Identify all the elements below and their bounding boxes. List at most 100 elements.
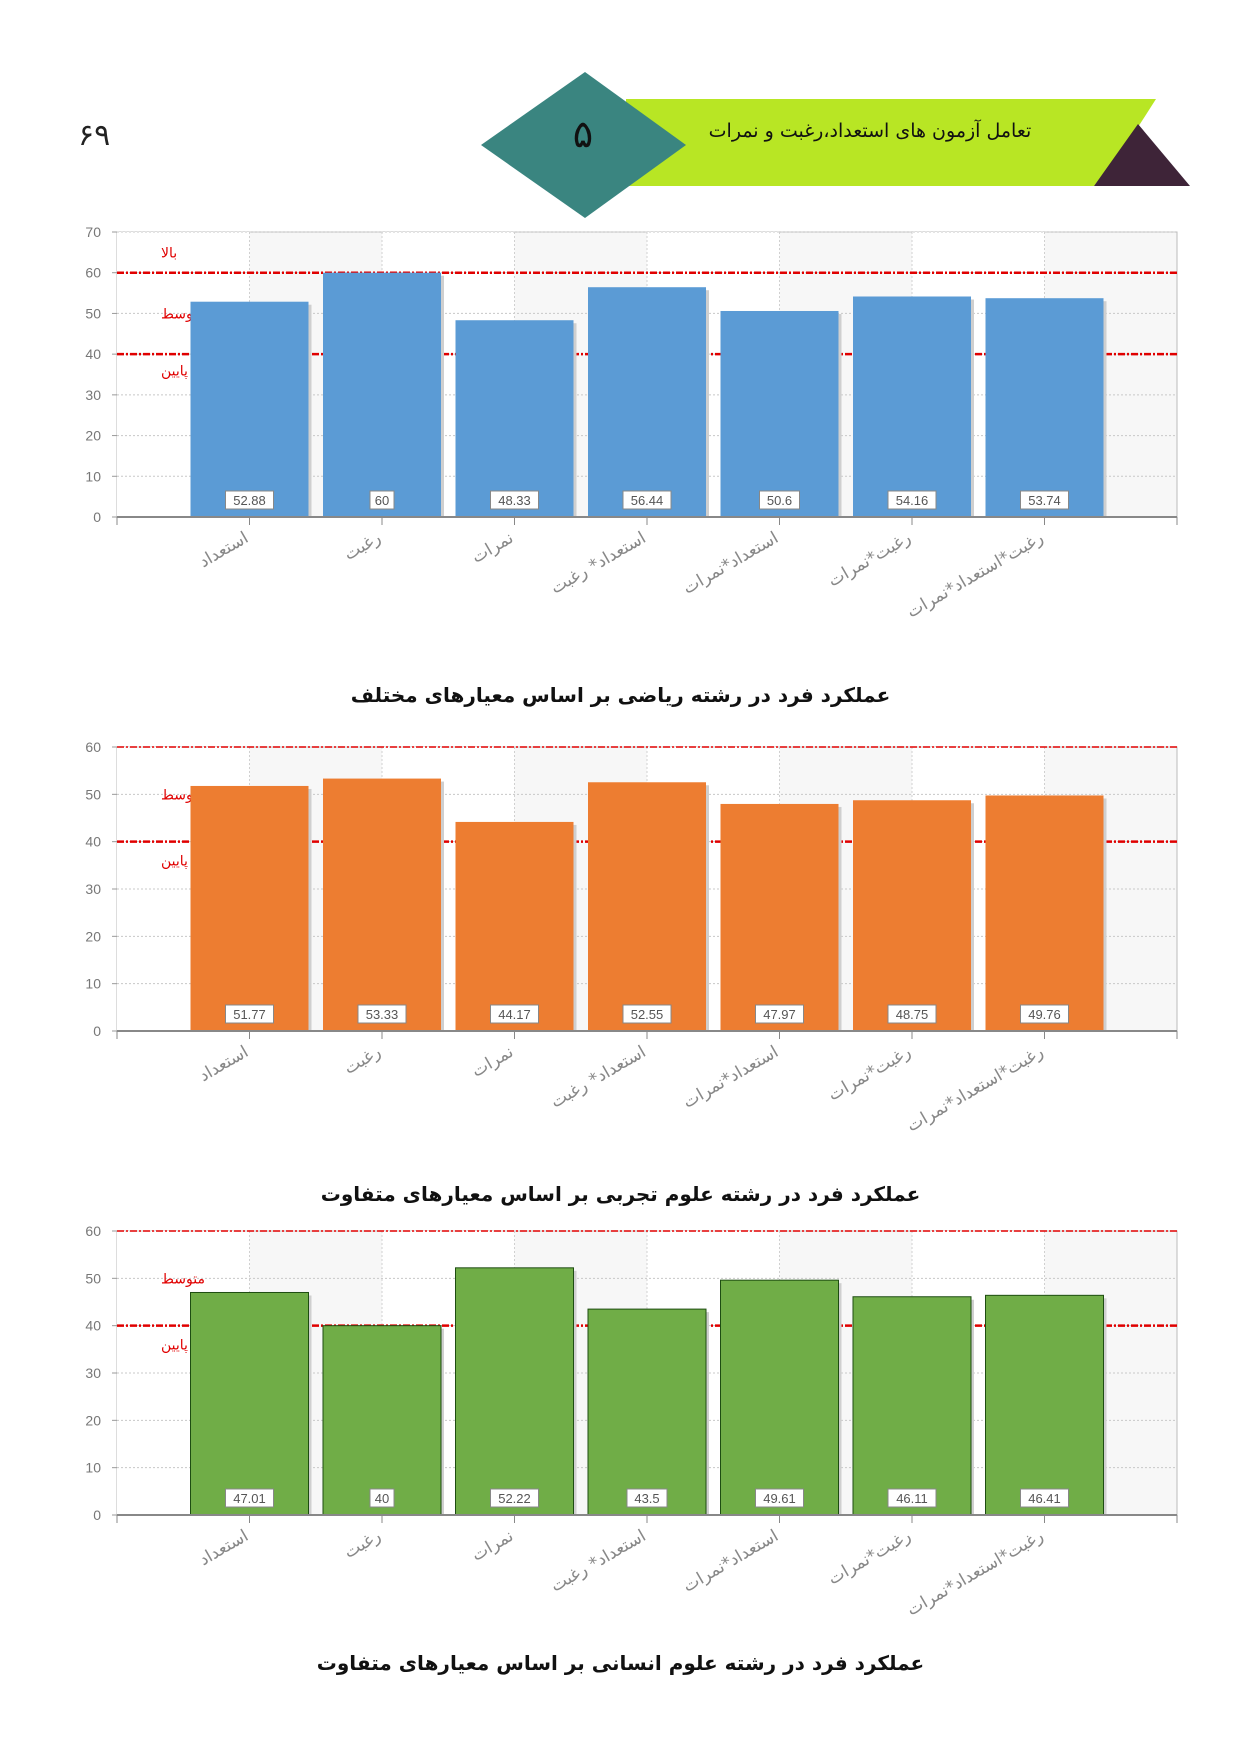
- bar: [455, 1267, 574, 1516]
- data-label-box: [755, 1004, 804, 1024]
- y-tick-label: 60: [85, 265, 101, 281]
- data-label: 48.33: [498, 493, 531, 508]
- data-label: 51.77: [233, 1007, 266, 1022]
- bar: [985, 1294, 1104, 1516]
- data-label: 53.74: [1028, 493, 1061, 508]
- x-tick-label: نمرات: [468, 1042, 517, 1082]
- data-label: 49.76: [1028, 1007, 1061, 1022]
- data-label-box: [357, 1004, 407, 1024]
- x-tick-label: رغبت: [341, 1042, 385, 1079]
- data-label-box: [369, 490, 395, 510]
- y-tick-label: 20: [85, 1412, 101, 1428]
- chapter-header: ۵ تعامل آزمون های استعداد،رغبت و نمرات: [0, 0, 1241, 230]
- chart-science: 0102030405060متوسطپایین51.77استعداد53.33…: [85, 739, 1178, 1136]
- y-tick-label: 50: [85, 786, 101, 802]
- y-tick-label: 30: [85, 881, 101, 897]
- data-label: 48.75: [896, 1007, 929, 1022]
- y-tick-label: 0: [93, 509, 101, 525]
- x-tick-label: رغبت*نمرات: [825, 1042, 915, 1105]
- x-tick-label: استعداد* رغبت: [547, 1042, 649, 1112]
- x-tick-label: رغبت*استعداد*نمرات: [904, 1526, 1047, 1620]
- chart-humanities: 0 10 20 30 40 50 60 متوسط پایین 47.01 استعداد 40 رغب…: [85, 1223, 1178, 1620]
- bar: [853, 800, 971, 1031]
- data-label-box: [490, 1488, 539, 1508]
- x-tick-label: استعداد*نمرات: [680, 1526, 782, 1597]
- chapter-title: تعامل آزمون های استعداد،رغبت و نمرات: [708, 120, 1032, 142]
- x-tick-label: نمرات: [468, 528, 517, 568]
- bar: [455, 821, 574, 1031]
- bar: [985, 298, 1104, 517]
- header-banner: [481, 72, 1190, 218]
- x-tick-label: نمرات: [468, 1526, 517, 1566]
- data-label-box: [225, 1488, 274, 1508]
- data-label-box: [759, 490, 800, 510]
- bar: [985, 795, 1104, 1031]
- bar: [190, 785, 309, 1031]
- data-label: 60: [375, 493, 389, 508]
- x-tick-label: رغبت: [341, 528, 385, 565]
- bar: [322, 1325, 442, 1516]
- data-label: 50.6: [767, 493, 792, 508]
- y-tick-label: 70: [85, 224, 101, 240]
- data-label-box: [755, 1488, 804, 1508]
- data-label: 47.01: [233, 1491, 266, 1506]
- x-tick-label: استعداد: [196, 1526, 252, 1570]
- bar: [587, 1308, 707, 1516]
- y-tick-label: 10: [85, 976, 101, 992]
- bar: [720, 803, 839, 1031]
- bar: [853, 296, 971, 517]
- page-number: ۶۹: [78, 118, 111, 153]
- y-tick-label: 0: [93, 1023, 101, 1039]
- data-label: 52.55: [631, 1007, 664, 1022]
- bar: [720, 310, 839, 517]
- data-label-box: [369, 1488, 395, 1508]
- data-label: 52.22: [498, 1491, 531, 1506]
- bar: [323, 778, 441, 1031]
- data-label: 47.97: [763, 1007, 796, 1022]
- data-label: 52.88: [233, 493, 266, 508]
- y-tick-label: 60: [85, 739, 101, 755]
- x-tick-label: استعداد* رغبت: [547, 528, 649, 598]
- header-teal-diamond: [481, 72, 686, 218]
- x-tick-label: استعداد* رغبت: [547, 1526, 649, 1596]
- data-label-box: [490, 490, 539, 510]
- chart-math: 010203040506070بالامتوسطپایین52.88استعدا…: [85, 224, 1178, 622]
- zone-label: متوسط: [161, 1271, 205, 1287]
- header-green-band: [626, 99, 1156, 186]
- y-tick-label: 50: [85, 305, 101, 321]
- bar: [720, 1279, 839, 1516]
- data-label-box: [887, 1488, 937, 1508]
- x-tick-label: رغبت: [341, 1526, 385, 1563]
- chart-title-humanities: عملکرد فرد در رشته علوم انسانی بر اساس م…: [316, 1651, 925, 1675]
- zone-label: پایین: [161, 1338, 188, 1354]
- data-label: 56.44: [631, 493, 664, 508]
- x-tick-label: رغبت*نمرات: [825, 528, 915, 591]
- chart-title-science: عملکرد فرد در رشته علوم تجربی بر اساس مع…: [320, 1182, 921, 1206]
- y-tick-label: 60: [85, 1223, 101, 1239]
- bar: [455, 320, 574, 517]
- x-tick-label: استعداد: [196, 528, 252, 572]
- chapter-number: ۵: [572, 112, 594, 156]
- x-tick-label: استعداد: [196, 1042, 252, 1086]
- x-tick-label: رغبت*استعداد*نمرات: [904, 1042, 1047, 1136]
- bar: [588, 782, 706, 1031]
- data-label-box: [1020, 490, 1069, 510]
- data-label-box: [887, 490, 937, 510]
- y-tick-label: 40: [85, 346, 101, 362]
- y-tick-label: 20: [85, 428, 101, 444]
- data-label-box: [225, 1004, 274, 1024]
- bar: [852, 1296, 972, 1516]
- data-label-box: [622, 490, 672, 510]
- data-label-box: [1020, 1488, 1069, 1508]
- header-dark-triangle: [1094, 124, 1190, 186]
- data-label: 43.5: [634, 1491, 659, 1506]
- y-tick-label: 10: [85, 1460, 101, 1476]
- chart-title-math: عملکرد فرد در رشته ریاضی بر اساس معیارها…: [350, 683, 891, 707]
- bar: [190, 301, 309, 517]
- x-tick-label: رغبت*استعداد*نمرات: [904, 528, 1047, 622]
- data-label: 46.41: [1028, 1491, 1061, 1506]
- data-label-box: [626, 1488, 668, 1508]
- y-tick-label: 30: [85, 1365, 101, 1381]
- data-label: 54.16: [896, 493, 929, 508]
- y-tick-label: 40: [85, 834, 101, 850]
